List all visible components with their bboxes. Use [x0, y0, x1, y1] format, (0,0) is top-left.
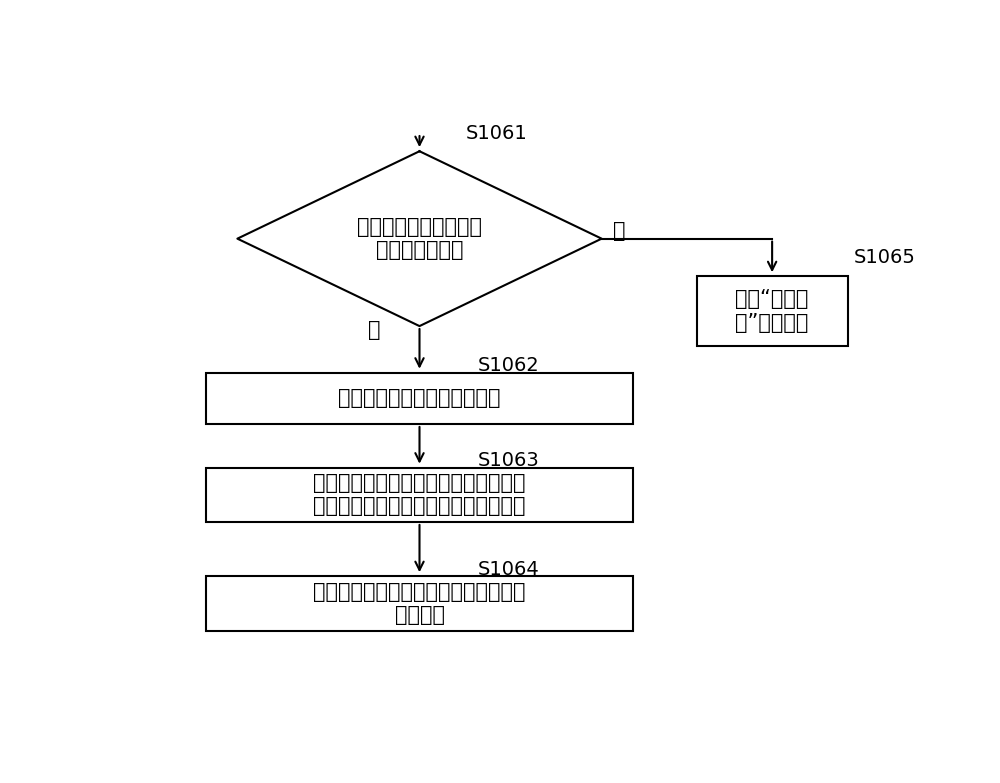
Text: 选取闲置货位的货位尺寸与物流箱尺寸
对应的预存物流柜作为第二预存物流柜: 选取闲置货位的货位尺寸与物流箱尺寸 对应的预存物流柜作为第二预存物流柜	[313, 473, 526, 517]
Bar	[206, 576, 633, 630]
Bar	[697, 276, 848, 345]
Text: S1065: S1065	[854, 248, 915, 268]
Text: 是: 是	[368, 320, 381, 341]
Text: 否: 否	[613, 222, 626, 241]
Text: 判断各个备选物流柜是
否存在闲置货位: 判断各个备选物流柜是 否存在闲置货位	[357, 217, 482, 260]
Text: S1061: S1061	[466, 124, 528, 143]
Text: 发出“货位均
满”提示信息: 发出“货位均 满”提示信息	[735, 290, 809, 333]
Text: S1063: S1063	[478, 451, 539, 470]
Text: S1062: S1062	[478, 355, 539, 375]
Text: S1064: S1064	[478, 560, 539, 579]
Bar	[206, 373, 633, 424]
Text: 获取各个闲置货位的货位尺寸: 获取各个闲置货位的货位尺寸	[338, 388, 501, 409]
Text: 选取距离最小的第二预存物流柜作为目
标物流柜: 选取距离最小的第二预存物流柜作为目 标物流柜	[313, 582, 526, 625]
Bar	[206, 467, 633, 522]
